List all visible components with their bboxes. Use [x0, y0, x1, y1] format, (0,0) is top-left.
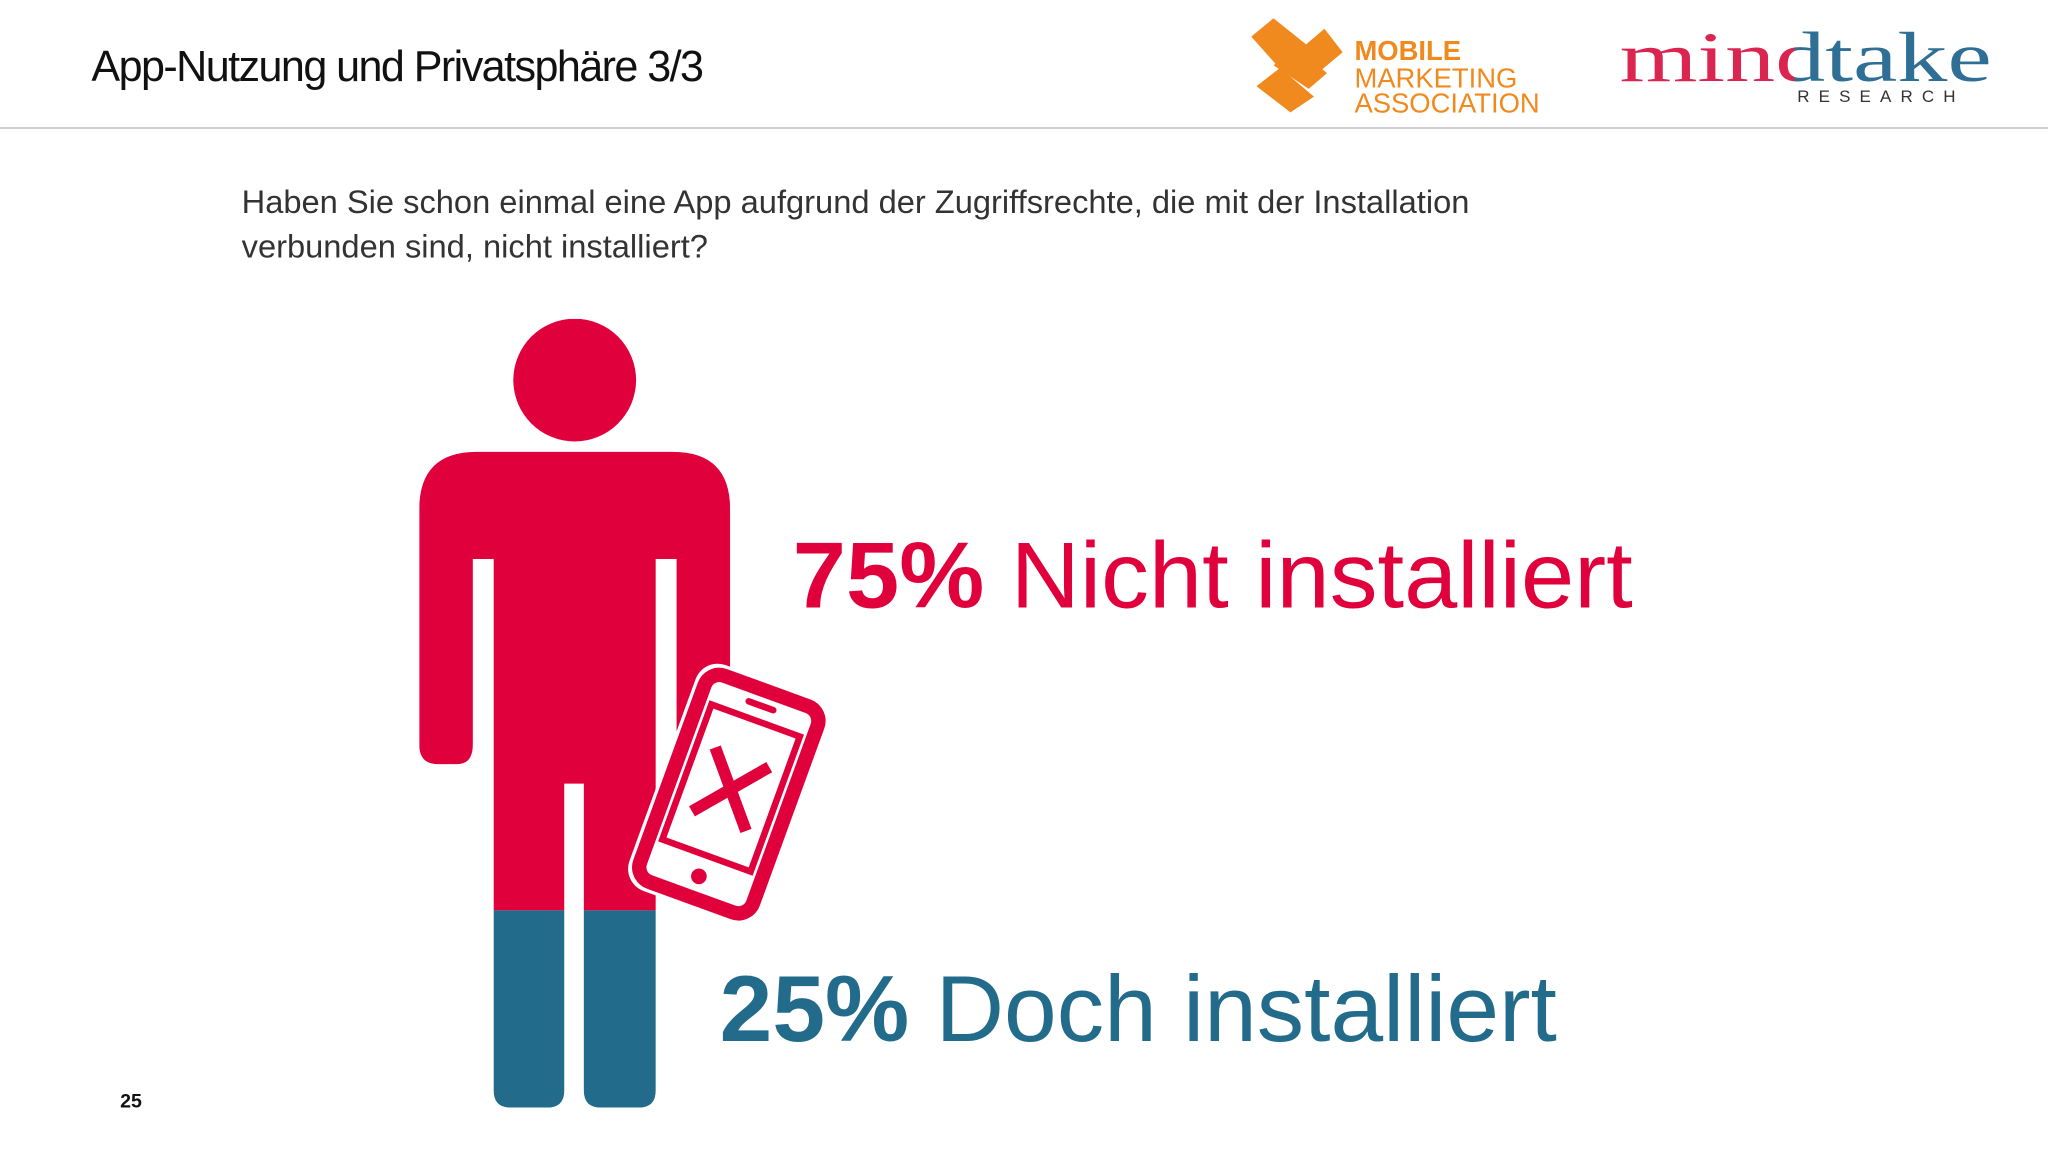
category-label: 75% Nicht installiert: [793, 522, 1633, 627]
mindtake-logo: mindtake RESEARCH: [1620, 19, 1992, 106]
mindtake-tagline: RESEARCH: [1797, 87, 1964, 106]
slide-title: App-Nutzung und Privatsphäre 3/3: [91, 43, 703, 91]
page-number: 25: [120, 1091, 142, 1113]
value-label: 75%: [793, 522, 984, 627]
mma-icon: [1251, 18, 1343, 113]
mindtake-name: mindtake: [1620, 19, 1992, 97]
phone-icon: [628, 663, 830, 925]
mma-logo: MOBILE MARKETING ASSOCIATION: [1251, 18, 1540, 118]
category-name: Nicht installiert: [1011, 522, 1633, 627]
category-label: 25% Doch installiert: [720, 956, 1557, 1061]
value-label: 25%: [720, 956, 910, 1061]
fill-segment: [419, 910, 731, 1108]
mma-text: MOBILE: [1354, 35, 1461, 66]
question: verbunden sind, nicht installiert?: [242, 227, 708, 264]
question: Haben Sie schon einmal eine App aufgrund…: [242, 183, 1470, 220]
category-name: Doch installiert: [936, 956, 1557, 1061]
mma-text: ASSOCIATION: [1354, 87, 1539, 118]
mma-text: MARKETING: [1354, 63, 1517, 94]
